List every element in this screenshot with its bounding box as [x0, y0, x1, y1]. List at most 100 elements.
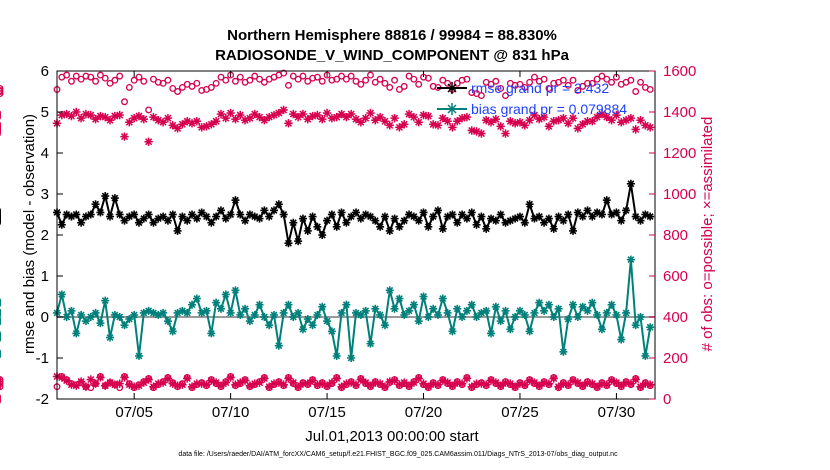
data-point [602, 380, 611, 389]
data-point [92, 77, 100, 85]
data-point [130, 310, 139, 319]
data-point [308, 212, 317, 221]
data-point [0, 378, 4, 386]
data-point [342, 218, 351, 227]
data-point [212, 212, 221, 221]
data-point [279, 308, 288, 317]
data-point [116, 72, 124, 80]
data-point [443, 378, 452, 387]
data-point [168, 210, 177, 219]
data-point [626, 379, 636, 388]
data-point [419, 208, 428, 217]
data-point [410, 75, 418, 83]
data-point [390, 214, 399, 223]
data-point [274, 108, 284, 118]
data-point [612, 208, 621, 217]
data-point [260, 78, 268, 86]
data-point [526, 78, 534, 86]
data-point [303, 226, 312, 235]
data-point [106, 79, 114, 87]
data-point [352, 208, 360, 217]
data-point [139, 114, 149, 124]
data-point [270, 206, 279, 215]
data-point [520, 310, 529, 319]
data-point [559, 216, 568, 225]
data-point [588, 298, 597, 307]
data-point [636, 216, 645, 225]
data-point [63, 71, 71, 79]
data-point [293, 382, 303, 391]
data-point [361, 306, 370, 315]
right-y-tick-label: 0 [663, 391, 671, 408]
data-point [121, 98, 128, 106]
data-point [496, 122, 505, 131]
data-point [216, 381, 226, 390]
data-point [433, 310, 442, 319]
x-tick-label: 07/25 [501, 404, 539, 421]
data-point [159, 308, 168, 317]
data-point [525, 327, 534, 336]
data-point [333, 75, 341, 83]
data-point [612, 310, 621, 319]
data-point [72, 72, 80, 80]
data-point [241, 216, 250, 225]
data-point [120, 321, 129, 330]
data-point [168, 327, 177, 336]
x-tick-label: 07/20 [405, 404, 443, 421]
data-point [497, 84, 505, 92]
data-point [0, 84, 4, 92]
data-point [584, 79, 591, 87]
data-point [583, 306, 592, 315]
left-y-tick-label: 1 [41, 268, 49, 285]
data-point [164, 76, 172, 84]
data-point [0, 380, 4, 388]
data-point [569, 226, 578, 235]
data-point [603, 75, 611, 83]
data-point [491, 302, 500, 311]
data-point [487, 329, 496, 338]
series-bias [0, 255, 655, 362]
data-point [631, 125, 640, 134]
data-point [415, 80, 423, 88]
data-point [260, 116, 269, 125]
data-point [120, 132, 129, 141]
data-point [274, 200, 283, 209]
data-point [77, 218, 86, 227]
data-point [645, 380, 655, 389]
data-point [274, 341, 283, 350]
data-point [178, 83, 186, 91]
data-point [578, 212, 587, 221]
data-point [299, 72, 307, 80]
right-y-tick-label: 1400 [663, 104, 696, 121]
data-point [342, 300, 351, 309]
data-point [134, 111, 144, 121]
x-tick-label: 07/10 [212, 404, 250, 421]
data-point [602, 112, 611, 122]
data-point [115, 313, 124, 321]
data-point [327, 327, 336, 336]
data-point [226, 210, 235, 219]
right-y-tick-label: 1200 [663, 145, 696, 162]
data-point [409, 300, 418, 309]
data-point [597, 109, 607, 119]
data-point [62, 376, 71, 385]
data-point [438, 224, 447, 233]
data-point [144, 137, 153, 146]
data-point [57, 290, 66, 299]
data-point [318, 114, 327, 124]
data-point [72, 107, 81, 117]
data-point [260, 374, 269, 383]
data-point [631, 375, 640, 384]
data-point [593, 310, 602, 319]
data-point [525, 200, 534, 209]
data-point [380, 212, 389, 221]
data-point [216, 206, 225, 215]
footnote: data file: /Users/raeder/DAI/ATM_forcXX/… [178, 451, 618, 458]
data-point [530, 308, 539, 317]
data-point [347, 354, 356, 362]
data-point [255, 112, 264, 122]
data-point [120, 373, 129, 382]
data-point [617, 216, 626, 225]
data-point [68, 77, 75, 85]
data-point [641, 351, 650, 360]
